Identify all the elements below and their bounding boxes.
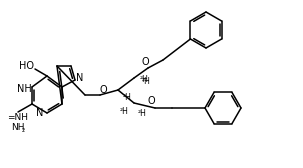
Text: =NH: =NH	[8, 114, 28, 122]
Text: N: N	[76, 73, 84, 83]
Text: NH: NH	[11, 123, 25, 133]
Text: ²H: ²H	[123, 94, 132, 102]
Text: HO: HO	[19, 61, 35, 71]
Text: ²H: ²H	[120, 107, 128, 116]
Text: O: O	[141, 57, 149, 67]
Text: ₂: ₂	[22, 124, 25, 134]
Text: O: O	[99, 85, 107, 95]
Text: NH: NH	[17, 84, 32, 94]
Text: ²H: ²H	[142, 76, 151, 86]
Text: N: N	[36, 108, 44, 118]
Text: O: O	[147, 96, 155, 106]
Text: ²H: ²H	[138, 110, 146, 118]
Text: ²H: ²H	[140, 74, 149, 83]
